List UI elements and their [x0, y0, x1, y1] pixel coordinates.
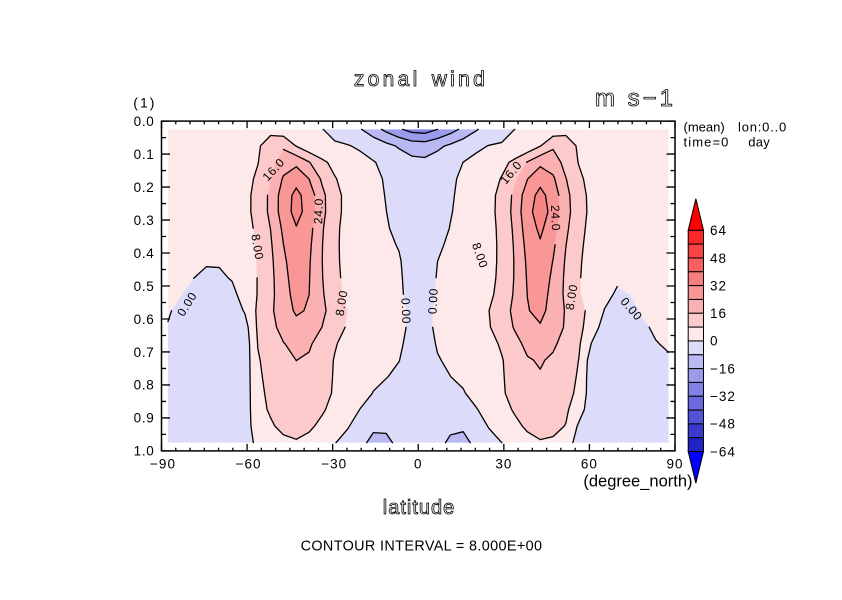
svg-text:−48: −48: [710, 417, 736, 432]
svg-text:0: 0: [414, 457, 423, 472]
svg-text:16: 16: [710, 306, 727, 321]
svg-text:0.1: 0.1: [134, 147, 155, 162]
svg-text:48: 48: [710, 251, 727, 266]
svg-text:1.0: 1.0: [134, 444, 155, 459]
svg-text:24.0: 24.0: [311, 198, 326, 225]
svg-text:CONTOUR INTERVAL = 8.000E+00: CONTOUR INTERVAL = 8.000E+00: [301, 539, 543, 555]
svg-text:−60: −60: [236, 457, 262, 472]
svg-text:0.6: 0.6: [134, 312, 155, 327]
svg-text:0.7: 0.7: [134, 345, 155, 360]
svg-text:0.00: 0.00: [425, 288, 440, 315]
svg-text:0.3: 0.3: [134, 213, 155, 228]
svg-text:64: 64: [710, 223, 727, 238]
svg-text:0.4: 0.4: [134, 246, 155, 261]
svg-text:−64: −64: [710, 444, 736, 459]
svg-text:0.5: 0.5: [134, 279, 155, 294]
svg-text:8.00: 8.00: [333, 289, 351, 317]
svg-text:0.8: 0.8: [134, 378, 155, 393]
svg-text:−90: −90: [150, 457, 176, 472]
svg-text:−30: −30: [321, 457, 347, 472]
svg-text:−32: −32: [710, 389, 736, 404]
svg-text:(degree_north): (degree_north): [583, 473, 692, 491]
svg-text:zonal wind: zonal wind: [354, 68, 488, 91]
svg-text:(1): (1): [133, 94, 156, 110]
svg-text:60: 60: [581, 457, 598, 472]
svg-text:0.00: 0.00: [398, 298, 413, 325]
svg-text:24.0: 24.0: [548, 205, 563, 232]
svg-text:90: 90: [666, 457, 683, 472]
svg-text:0.0: 0.0: [134, 114, 155, 129]
svg-text:(mean): (mean): [684, 120, 725, 135]
svg-text:30: 30: [495, 457, 512, 472]
svg-text:m s−1: m s−1: [595, 85, 676, 112]
svg-text:0.9: 0.9: [134, 411, 155, 426]
svg-text:time=0: time=0: [684, 135, 730, 150]
svg-text:day: day: [748, 135, 770, 150]
svg-text:lon:0..0: lon:0..0: [738, 120, 787, 135]
svg-text:8.00: 8.00: [563, 283, 581, 311]
svg-text:0.2: 0.2: [134, 180, 155, 195]
svg-text:latitude: latitude: [383, 497, 456, 519]
svg-text:0: 0: [710, 334, 719, 349]
svg-text:−16: −16: [710, 361, 736, 376]
svg-text:32: 32: [710, 278, 727, 293]
svg-text:8.00: 8.00: [248, 233, 266, 261]
